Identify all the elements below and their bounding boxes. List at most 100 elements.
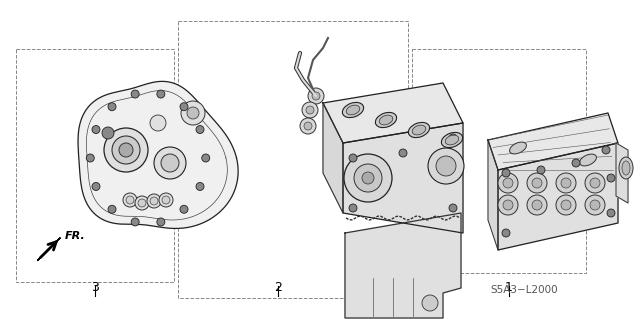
Polygon shape <box>345 213 461 318</box>
Circle shape <box>428 148 464 184</box>
Circle shape <box>150 115 166 131</box>
Circle shape <box>187 107 199 119</box>
Circle shape <box>502 169 510 177</box>
Circle shape <box>607 174 615 182</box>
Circle shape <box>561 178 571 188</box>
Ellipse shape <box>346 105 360 115</box>
Circle shape <box>104 128 148 172</box>
Text: FR.: FR. <box>65 231 86 241</box>
Ellipse shape <box>580 154 596 166</box>
Ellipse shape <box>619 157 633 179</box>
Ellipse shape <box>445 135 459 145</box>
Circle shape <box>154 147 186 179</box>
Circle shape <box>503 200 513 210</box>
Circle shape <box>349 204 357 212</box>
Circle shape <box>344 154 392 202</box>
Ellipse shape <box>509 142 527 154</box>
Circle shape <box>180 103 188 111</box>
Circle shape <box>119 143 133 157</box>
Circle shape <box>180 205 188 213</box>
Circle shape <box>556 195 576 215</box>
Circle shape <box>92 182 100 190</box>
Circle shape <box>532 200 542 210</box>
Polygon shape <box>343 123 463 233</box>
Circle shape <box>162 196 170 204</box>
Circle shape <box>112 136 140 164</box>
Circle shape <box>436 156 456 176</box>
Polygon shape <box>323 83 463 143</box>
Circle shape <box>354 164 382 192</box>
Ellipse shape <box>622 161 630 175</box>
Circle shape <box>590 178 600 188</box>
Circle shape <box>527 195 547 215</box>
Polygon shape <box>488 140 498 250</box>
Circle shape <box>108 205 116 213</box>
Bar <box>178 21 408 298</box>
Circle shape <box>556 173 576 193</box>
Circle shape <box>498 173 518 193</box>
Circle shape <box>585 195 605 215</box>
Ellipse shape <box>412 125 426 135</box>
Circle shape <box>607 209 615 217</box>
Circle shape <box>304 122 312 130</box>
Circle shape <box>602 146 610 154</box>
Circle shape <box>585 173 605 193</box>
Polygon shape <box>616 143 628 203</box>
Circle shape <box>572 159 580 167</box>
Circle shape <box>147 194 161 208</box>
Circle shape <box>502 229 510 237</box>
Circle shape <box>181 101 205 125</box>
Circle shape <box>449 204 457 212</box>
Circle shape <box>131 218 139 226</box>
Circle shape <box>123 193 137 207</box>
Circle shape <box>302 102 318 118</box>
Polygon shape <box>78 81 238 228</box>
Circle shape <box>138 199 146 207</box>
Circle shape <box>561 200 571 210</box>
Circle shape <box>202 154 210 162</box>
Circle shape <box>422 295 438 311</box>
Circle shape <box>161 154 179 172</box>
Text: 3: 3 <box>91 281 99 294</box>
Circle shape <box>86 154 94 162</box>
Circle shape <box>503 178 513 188</box>
Circle shape <box>312 92 320 100</box>
Circle shape <box>498 195 518 215</box>
Polygon shape <box>37 238 60 261</box>
Ellipse shape <box>442 132 463 148</box>
Circle shape <box>157 90 165 98</box>
Bar <box>16 49 174 282</box>
Polygon shape <box>498 143 618 250</box>
Circle shape <box>196 182 204 190</box>
Circle shape <box>159 193 173 207</box>
Circle shape <box>362 172 374 184</box>
Circle shape <box>349 154 357 162</box>
Circle shape <box>300 118 316 134</box>
Text: 2: 2 <box>275 281 282 294</box>
Circle shape <box>102 127 114 139</box>
Circle shape <box>590 200 600 210</box>
Circle shape <box>537 166 545 174</box>
Ellipse shape <box>408 122 429 137</box>
Circle shape <box>150 197 158 205</box>
Circle shape <box>527 173 547 193</box>
Ellipse shape <box>342 102 364 118</box>
Bar <box>412 49 586 273</box>
Circle shape <box>92 126 100 134</box>
Text: S5A3−L2000: S5A3−L2000 <box>490 285 557 295</box>
Circle shape <box>131 90 139 98</box>
Text: 1: 1 <box>505 281 513 294</box>
Ellipse shape <box>380 115 393 125</box>
Circle shape <box>532 178 542 188</box>
Circle shape <box>126 196 134 204</box>
Polygon shape <box>488 113 618 170</box>
Circle shape <box>135 196 149 210</box>
Polygon shape <box>323 103 343 213</box>
Circle shape <box>306 106 314 114</box>
Circle shape <box>196 126 204 134</box>
Circle shape <box>399 149 407 157</box>
Circle shape <box>308 88 324 104</box>
Ellipse shape <box>376 112 397 128</box>
Circle shape <box>108 103 116 111</box>
Circle shape <box>157 218 165 226</box>
